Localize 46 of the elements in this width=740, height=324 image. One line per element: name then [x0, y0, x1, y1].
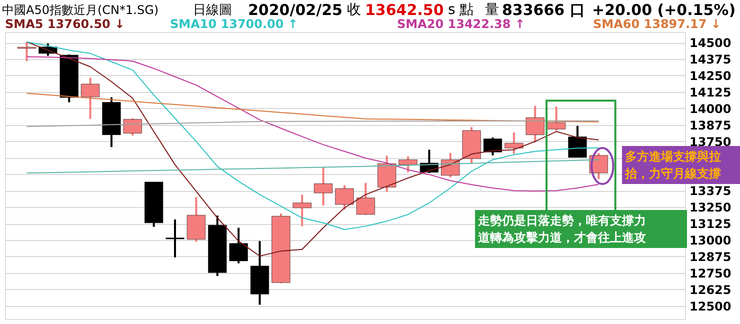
text: 13642.50	[365, 1, 444, 19]
y-tick-label: 13250	[690, 200, 732, 215]
text: 量	[485, 2, 499, 18]
candlestick	[314, 166, 333, 207]
candlestick	[166, 218, 184, 258]
y-tick-label: 13125	[690, 217, 732, 232]
y-tick-label: 14125	[690, 85, 732, 100]
chart-title: 中國A50指數近月(CN*1.SG)	[2, 3, 159, 17]
candlestick	[398, 155, 418, 174]
text: SMA60 13897.17 ↓	[593, 17, 721, 31]
candlestick	[483, 136, 502, 156]
candlestick	[123, 117, 142, 136]
candlestick	[568, 124, 587, 158]
text: 日線圖	[193, 3, 232, 18]
y-tick-label: 12625	[690, 282, 732, 297]
candlestick	[17, 40, 36, 62]
y-tick-label: 12750	[690, 266, 732, 280]
y-tick-label: 13000	[690, 234, 732, 248]
annotation: 走勢仍是日落走勢，唯有支撐力道轉為攻擊力道，才會往上進攻	[477, 213, 646, 245]
y-tick-label: 12500	[690, 299, 732, 314]
candlestick	[356, 182, 375, 216]
text: 2020/02/25	[248, 1, 342, 19]
y-tick-label: 14375	[690, 52, 732, 66]
candlestick	[526, 104, 544, 144]
text: s 點	[448, 2, 474, 18]
y-tick-label: 14250	[690, 68, 732, 83]
candlestick	[504, 131, 524, 155]
y-tick-label: 14000	[690, 102, 732, 116]
text: 收	[347, 2, 361, 18]
y-tick-label: 14500	[690, 36, 732, 50]
candlestick	[378, 154, 396, 193]
candlestick	[292, 194, 312, 228]
text: SMA5 13760.50 ↓	[5, 17, 125, 31]
candlestick	[547, 106, 566, 132]
y-tick-label: 12875	[690, 250, 732, 264]
text: 多方進場支撐與拉抬，力守月線支撐	[624, 149, 721, 181]
text: SMA10 13700.00 ↑	[170, 17, 298, 31]
text: 833666 口	[502, 1, 585, 19]
candlestick	[335, 184, 354, 210]
text: SMA20 13422.38 ↑	[397, 17, 525, 31]
candlestick	[80, 76, 100, 120]
candlestick	[229, 226, 248, 264]
y-tick-label: 13875	[690, 118, 732, 132]
y-tick-label: 13375	[690, 184, 732, 198]
text: +20.00 (+0.15%)	[592, 1, 736, 19]
y-tick-label: 13750	[690, 134, 732, 149]
